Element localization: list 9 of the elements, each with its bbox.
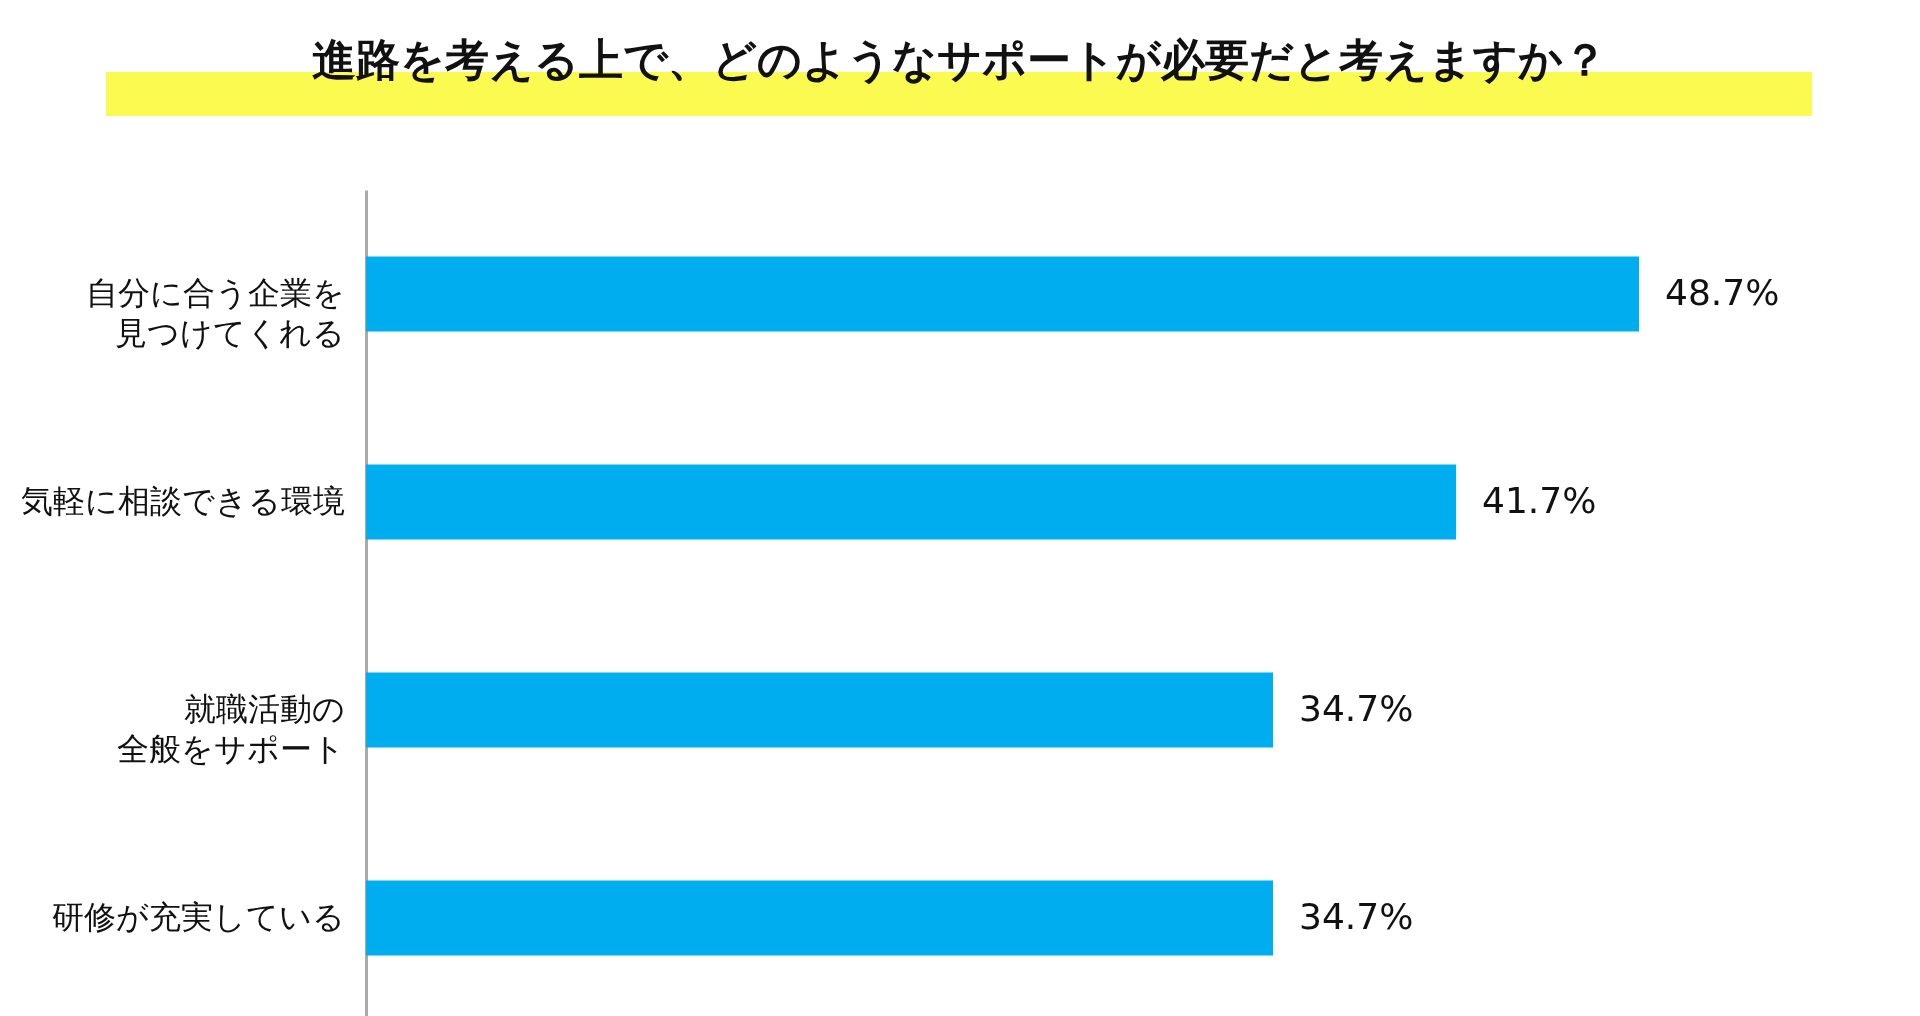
data-label: 48.7% (1665, 272, 1780, 313)
data-label: 34.7% (1299, 688, 1414, 729)
y-tick-label: 自分に合う企業を見つけてくれる (85, 274, 345, 352)
chart-title: 進路を考える上で、どのようなサポートが必要だと考えますか？ (106, 20, 1812, 116)
y-tick-label: 気軽に相談できる環境 (20, 482, 345, 520)
data-label: 34.7% (1299, 896, 1414, 937)
data-label: 41.7% (1482, 480, 1597, 521)
y-tick-label: 就職活動の全般をサポート (116, 690, 345, 768)
y-tick-label: 研修が充実している (51, 898, 345, 936)
